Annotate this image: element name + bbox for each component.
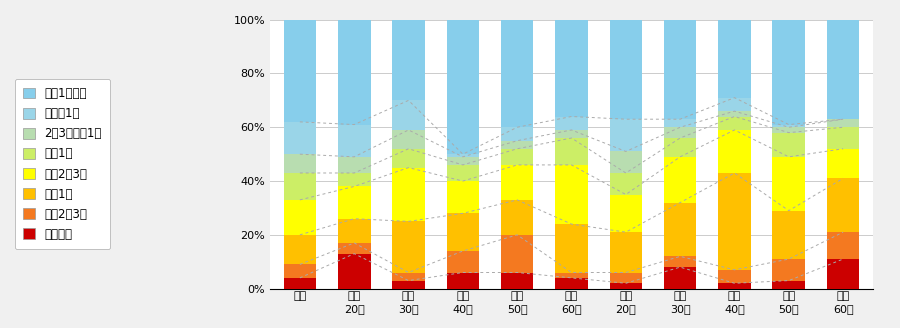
Bar <box>446 251 479 273</box>
Bar <box>718 130 751 173</box>
Bar <box>555 116 588 130</box>
Bar <box>718 20 751 98</box>
Bar <box>827 232 860 259</box>
Bar <box>392 100 425 130</box>
Bar <box>609 20 642 119</box>
Bar <box>772 280 806 289</box>
Bar <box>827 20 860 119</box>
Bar <box>664 203 697 256</box>
Bar <box>555 130 588 138</box>
Bar <box>338 186 371 219</box>
Bar <box>609 283 642 289</box>
Bar <box>501 200 534 235</box>
Bar <box>392 20 425 100</box>
Bar <box>501 141 534 149</box>
Bar <box>338 173 371 186</box>
Bar <box>555 165 588 224</box>
Bar <box>664 138 697 157</box>
Bar <box>609 152 642 173</box>
Bar <box>284 20 316 122</box>
Bar <box>338 20 371 125</box>
Bar <box>392 130 425 149</box>
Bar <box>609 273 642 283</box>
Bar <box>338 125 371 157</box>
Bar <box>772 259 806 280</box>
Bar <box>284 200 316 235</box>
Bar <box>609 173 642 195</box>
Bar <box>772 211 806 259</box>
Bar <box>284 173 316 200</box>
Bar <box>555 278 588 289</box>
Bar <box>501 20 534 127</box>
Bar <box>555 138 588 165</box>
Bar <box>338 254 371 289</box>
Bar <box>718 116 751 130</box>
Bar <box>392 273 425 280</box>
Bar <box>501 165 534 200</box>
Bar <box>446 157 479 165</box>
Bar <box>555 224 588 273</box>
Bar <box>501 273 534 289</box>
Bar <box>392 221 425 273</box>
Bar <box>718 173 751 270</box>
Bar <box>664 127 697 138</box>
Bar <box>827 259 860 289</box>
Bar <box>284 235 316 264</box>
Bar <box>501 127 534 141</box>
Legend: 年に1回以下, 半年に1回, 2～3カ月に1回, 月に1回, 月に2～3回, 週に1回, 週に2～3回, ほぼ毎日: 年に1回以下, 半年に1回, 2～3カ月に1回, 月に1回, 月に2～3回, 週… <box>15 79 110 249</box>
Bar <box>718 283 751 289</box>
Bar <box>446 165 479 181</box>
Bar <box>392 149 425 168</box>
Bar <box>772 127 806 133</box>
Bar <box>827 149 860 178</box>
Bar <box>501 149 534 165</box>
Bar <box>338 219 371 243</box>
Bar <box>555 273 588 278</box>
Bar <box>609 195 642 232</box>
Bar <box>284 278 316 289</box>
Bar <box>284 122 316 154</box>
Bar <box>501 235 534 273</box>
Bar <box>284 264 316 278</box>
Bar <box>827 178 860 232</box>
Bar <box>664 157 697 203</box>
Bar <box>827 127 860 149</box>
Bar <box>446 273 479 289</box>
Bar <box>772 20 806 125</box>
Bar <box>664 267 697 289</box>
Bar <box>772 133 806 157</box>
Bar <box>392 168 425 221</box>
Bar <box>772 157 806 211</box>
Bar <box>664 256 697 267</box>
Bar <box>284 154 316 173</box>
Bar <box>718 111 751 116</box>
Bar <box>718 98 751 111</box>
Bar <box>664 119 697 127</box>
Bar <box>609 232 642 273</box>
Bar <box>446 154 479 157</box>
Bar <box>664 20 697 119</box>
Bar <box>338 243 371 254</box>
Bar <box>392 280 425 289</box>
Bar <box>446 213 479 251</box>
Bar <box>555 20 588 116</box>
Bar <box>609 119 642 152</box>
Bar <box>718 270 751 283</box>
Bar <box>446 20 479 154</box>
Bar <box>827 119 860 127</box>
Bar <box>338 157 371 173</box>
Bar <box>446 181 479 213</box>
Bar <box>772 125 806 127</box>
